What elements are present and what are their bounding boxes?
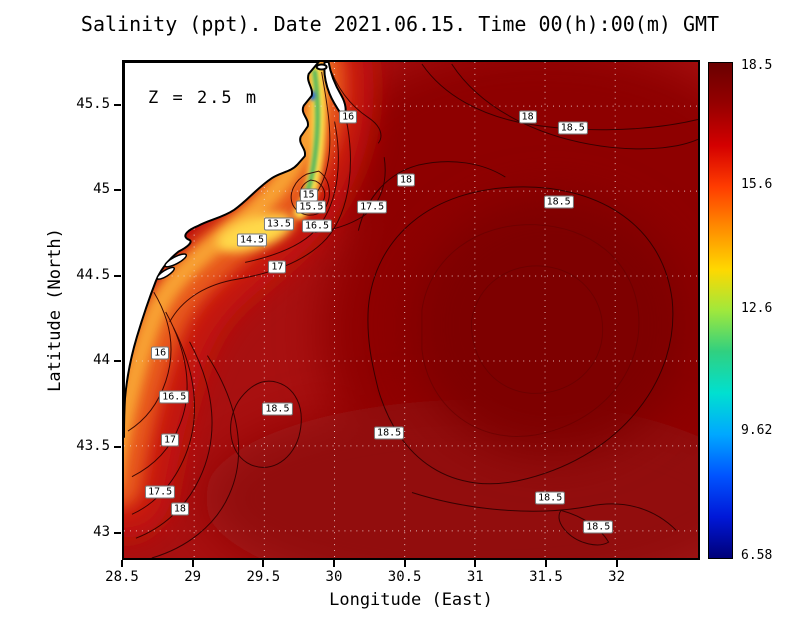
x-axis-label: Longitude (East) (329, 590, 493, 610)
contour-label: 18 (518, 110, 537, 123)
x-tick-label: 31.5 (529, 569, 563, 585)
y-tick-label: 45.5 (76, 95, 110, 112)
y-tick-label: 43.5 (76, 437, 110, 454)
colorbar-tick-label: 12.6 (741, 300, 773, 316)
contour-label: 18.5 (543, 195, 574, 209)
x-tick-label: 30.5 (387, 569, 422, 585)
colorbar-tick-label: 18.5 (741, 58, 773, 73)
y-tick-mark (114, 531, 121, 534)
x-tick-label: 29 (184, 569, 202, 585)
coastal-lagoon (156, 266, 176, 280)
contour-label: 15.5 (296, 200, 327, 214)
y-tick-mark (114, 103, 121, 106)
colorbar-tick-label: 9.62 (741, 423, 773, 439)
y-tick-label: 43 (93, 523, 110, 540)
y-tick-mark (114, 445, 121, 448)
x-tick-label: 29.5 (246, 569, 281, 585)
x-tick-label: 28.5 (105, 569, 139, 585)
y-tick-mark (114, 189, 121, 192)
contour-label: 18.5 (374, 426, 405, 440)
small-island (315, 63, 328, 71)
colorbar-tick-label: 6.58 (741, 548, 773, 563)
y-tick-label: 45 (93, 181, 110, 198)
x-tick-label: 30 (325, 569, 343, 585)
x-tick-label: 32 (608, 569, 626, 585)
contour-label: 18.5 (557, 121, 588, 135)
y-tick-label: 44.5 (76, 266, 110, 283)
contour-label: 18 (170, 502, 189, 516)
contour-label: 13.5 (263, 217, 294, 231)
contour-label: 18 (397, 173, 416, 187)
contour-label: 17 (268, 260, 287, 274)
x-tick-mark (332, 560, 335, 567)
x-tick-mark (474, 560, 477, 567)
coastal-lagoon (164, 253, 188, 268)
y-tick-mark (114, 360, 121, 363)
x-tick-mark (262, 560, 265, 567)
depth-annotation: Z = 2.5 m (148, 88, 259, 108)
contour-label: 16 (339, 110, 358, 123)
land-polygon (124, 62, 347, 438)
map-plot-area (122, 60, 700, 560)
chart-title: Salinity (ppt). Date 2021.06.15. Time 00… (80, 12, 720, 36)
x-tick-mark (191, 560, 194, 567)
contour-lines-faint (421, 224, 640, 437)
y-tick-mark (114, 274, 121, 277)
contour-label: 14.5 (236, 233, 268, 247)
contour-label: 18.5 (583, 520, 614, 534)
contour-label: 18.5 (262, 402, 293, 416)
x-tick-label: 31 (466, 569, 484, 585)
y-tick-label: 44 (93, 352, 110, 369)
colorbar-tick-label: 15.6 (741, 177, 773, 193)
contour-label: 16.5 (301, 219, 333, 233)
x-tick-mark (121, 560, 123, 567)
contour-label: 16.5 (159, 390, 190, 404)
x-tick-mark (403, 560, 406, 567)
contour-label: 17.5 (357, 200, 388, 214)
salinity-color-field (124, 62, 698, 558)
colorbar (708, 62, 733, 559)
x-tick-mark (615, 560, 618, 567)
contour-label: 16 (151, 346, 170, 360)
salinity-field-svg (124, 62, 698, 558)
contour-label: 18.5 (535, 491, 566, 505)
x-tick-mark (544, 560, 547, 567)
contour-label: 17 (161, 433, 180, 447)
contour-label: 17.5 (145, 485, 176, 498)
